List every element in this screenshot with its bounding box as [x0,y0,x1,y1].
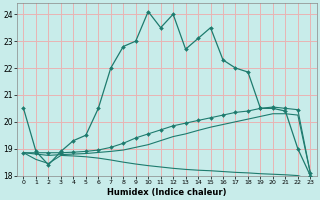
X-axis label: Humidex (Indice chaleur): Humidex (Indice chaleur) [107,188,227,197]
